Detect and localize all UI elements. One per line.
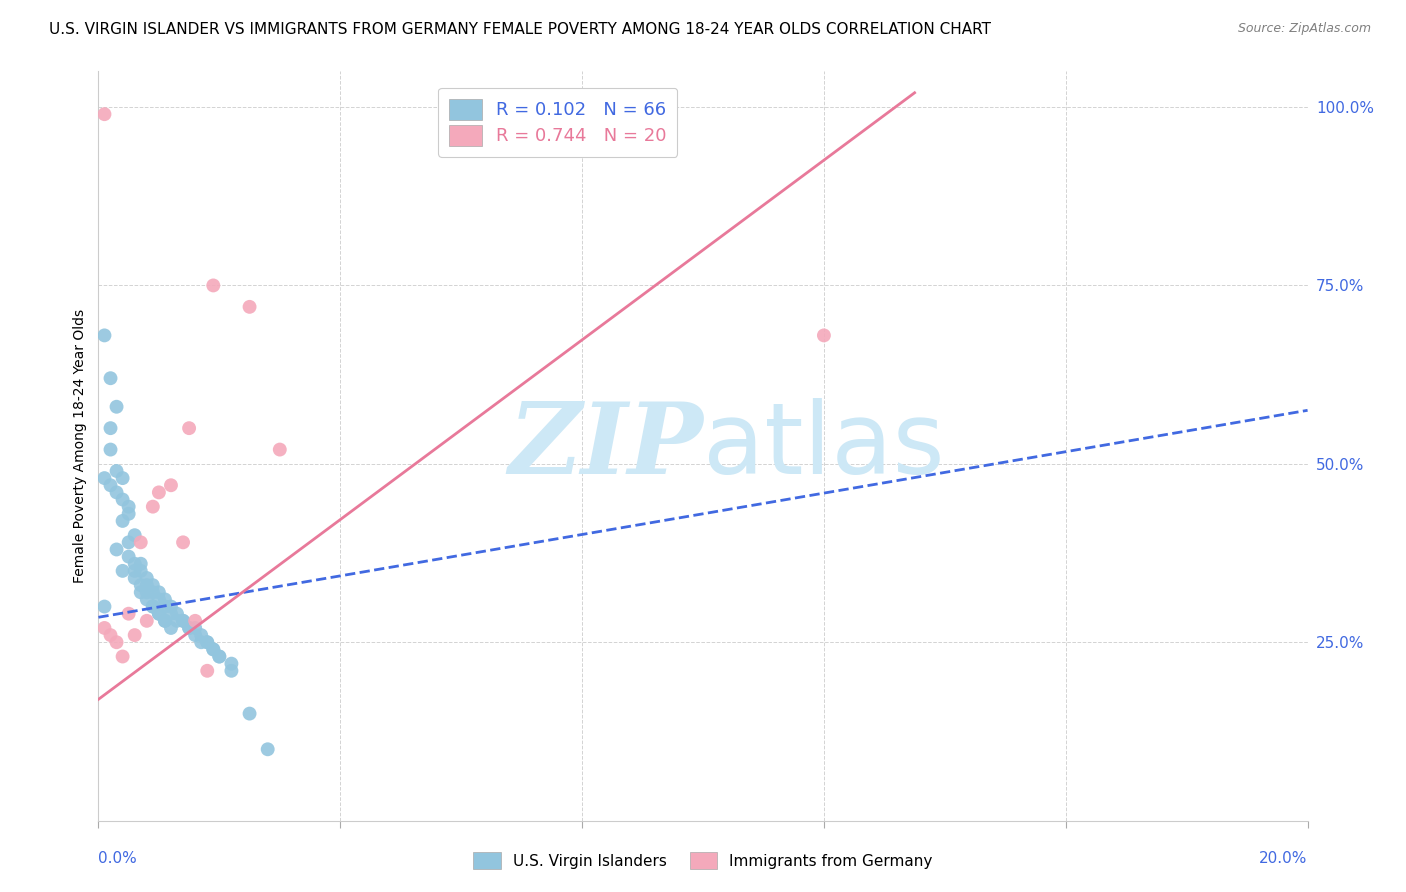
Text: U.S. VIRGIN ISLANDER VS IMMIGRANTS FROM GERMANY FEMALE POVERTY AMONG 18-24 YEAR : U.S. VIRGIN ISLANDER VS IMMIGRANTS FROM …	[49, 22, 991, 37]
Point	[111, 649, 134, 664]
Point	[148, 485, 170, 500]
Point	[148, 585, 170, 599]
Point	[179, 421, 201, 435]
Point	[100, 442, 122, 457]
Point	[100, 421, 122, 435]
Point	[105, 464, 128, 478]
Point	[172, 614, 194, 628]
Point	[111, 564, 134, 578]
Point	[160, 599, 183, 614]
Point	[129, 557, 152, 571]
Point	[118, 607, 141, 621]
Point	[129, 585, 152, 599]
Point	[105, 635, 128, 649]
Point	[148, 607, 170, 621]
Point	[118, 549, 141, 564]
Point	[208, 649, 231, 664]
Point	[160, 478, 183, 492]
Point	[179, 621, 201, 635]
Point	[100, 628, 122, 642]
Point	[256, 742, 278, 756]
Point	[166, 614, 188, 628]
Point	[124, 528, 146, 542]
Point	[202, 278, 225, 293]
Point	[135, 614, 157, 628]
Point	[142, 578, 165, 592]
Point	[93, 621, 115, 635]
Point	[118, 500, 141, 514]
Point	[142, 585, 165, 599]
Point	[239, 706, 262, 721]
Point	[124, 564, 146, 578]
Point	[135, 571, 157, 585]
Point	[148, 607, 170, 621]
Point	[184, 614, 207, 628]
Point	[105, 485, 128, 500]
Legend: R = 0.102   N = 66, R = 0.744   N = 20: R = 0.102 N = 66, R = 0.744 N = 20	[439, 88, 678, 157]
Y-axis label: Female Poverty Among 18-24 Year Olds: Female Poverty Among 18-24 Year Olds	[73, 309, 87, 583]
Point	[135, 578, 157, 592]
Point	[124, 628, 146, 642]
Point	[160, 621, 183, 635]
Point	[813, 328, 835, 343]
Point	[239, 300, 262, 314]
Point	[221, 657, 243, 671]
Point	[221, 664, 243, 678]
Point	[179, 621, 201, 635]
Point	[153, 614, 176, 628]
Point	[129, 564, 152, 578]
Point	[118, 507, 141, 521]
Point	[135, 592, 157, 607]
Point	[184, 628, 207, 642]
Point	[105, 542, 128, 557]
Point	[105, 400, 128, 414]
Point	[124, 557, 146, 571]
Text: 0.0%: 0.0%	[98, 851, 138, 866]
Point	[100, 478, 122, 492]
Text: 20.0%: 20.0%	[1260, 851, 1308, 866]
Point	[195, 635, 218, 649]
Point	[195, 664, 218, 678]
Point	[153, 614, 176, 628]
Point	[129, 535, 152, 549]
Point	[148, 592, 170, 607]
Point	[129, 578, 152, 592]
Point	[153, 599, 176, 614]
Point	[184, 621, 207, 635]
Point	[118, 535, 141, 549]
Text: Source: ZipAtlas.com: Source: ZipAtlas.com	[1237, 22, 1371, 36]
Point	[93, 107, 115, 121]
Point	[111, 514, 134, 528]
Point	[269, 442, 291, 457]
Point	[153, 592, 176, 607]
Point	[190, 635, 212, 649]
Point	[93, 328, 115, 343]
Point	[111, 471, 134, 485]
Point	[202, 642, 225, 657]
Point	[93, 599, 115, 614]
Point	[202, 642, 225, 657]
Point	[93, 471, 115, 485]
Point	[135, 585, 157, 599]
Point	[160, 607, 183, 621]
Point	[195, 635, 218, 649]
Point	[124, 571, 146, 585]
Text: ZIP: ZIP	[508, 398, 703, 494]
Point	[172, 535, 194, 549]
Legend: U.S. Virgin Islanders, Immigrants from Germany: U.S. Virgin Islanders, Immigrants from G…	[467, 846, 939, 875]
Text: atlas: atlas	[703, 398, 945, 494]
Point	[142, 599, 165, 614]
Point	[208, 649, 231, 664]
Point	[142, 500, 165, 514]
Point	[172, 614, 194, 628]
Point	[100, 371, 122, 385]
Point	[190, 628, 212, 642]
Point	[142, 599, 165, 614]
Point	[111, 492, 134, 507]
Point	[166, 607, 188, 621]
